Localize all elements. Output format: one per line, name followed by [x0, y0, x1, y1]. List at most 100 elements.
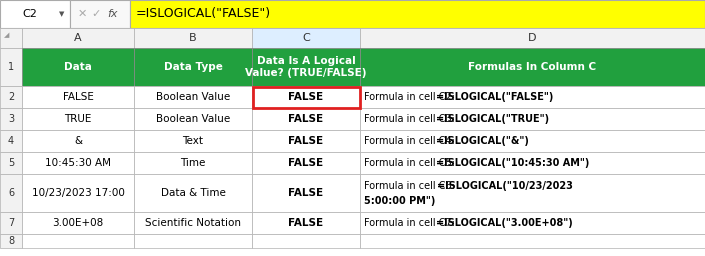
Text: Scientific Notation: Scientific Notation — [145, 218, 241, 228]
Bar — [134, 152, 252, 174]
Text: =ISLOGICAL("FALSE"): =ISLOGICAL("FALSE") — [136, 7, 271, 20]
Bar — [252, 108, 360, 130]
Text: 5:00:00 PM"): 5:00:00 PM") — [364, 196, 436, 206]
Text: 3: 3 — [8, 114, 14, 124]
Bar — [360, 174, 705, 212]
Text: Formula in cell C7:: Formula in cell C7: — [364, 218, 458, 228]
Text: Formulas In Column C: Formulas In Column C — [468, 62, 596, 72]
Text: FALSE: FALSE — [63, 92, 94, 102]
Text: 7: 7 — [8, 218, 14, 228]
Text: C2: C2 — [22, 9, 37, 19]
Bar — [0, 86, 22, 108]
Text: Data Is A Logical
Value? (TRUE/FALSE): Data Is A Logical Value? (TRUE/FALSE) — [245, 56, 367, 78]
Bar — [252, 152, 360, 174]
Bar — [134, 174, 252, 212]
Bar — [360, 108, 705, 130]
Text: TRUE: TRUE — [64, 114, 92, 124]
Text: =ISLOGICAL("&"): =ISLOGICAL("&") — [436, 136, 529, 146]
Text: 3.00E+08: 3.00E+08 — [52, 218, 104, 228]
Text: FALSE: FALSE — [288, 218, 324, 228]
Bar — [0, 28, 22, 48]
Bar — [0, 48, 22, 86]
Bar — [134, 212, 252, 234]
Bar — [22, 234, 134, 248]
Bar — [252, 234, 360, 248]
Text: Formula in cell C3:: Formula in cell C3: — [364, 114, 458, 124]
Text: A: A — [74, 33, 82, 43]
Text: Boolean Value: Boolean Value — [156, 114, 230, 124]
Text: Formula in cell C6:: Formula in cell C6: — [364, 181, 458, 191]
Bar — [22, 86, 134, 108]
Bar — [252, 87, 360, 108]
Text: FALSE: FALSE — [288, 188, 324, 198]
Bar — [252, 86, 360, 108]
Text: 2: 2 — [8, 92, 14, 102]
Text: =ISLOGICAL("10/23/2023: =ISLOGICAL("10/23/2023 — [437, 181, 572, 191]
Bar — [252, 212, 360, 234]
Text: =ISLOGICAL("FALSE"): =ISLOGICAL("FALSE") — [436, 92, 553, 102]
Text: ✕: ✕ — [78, 9, 87, 19]
Text: Data Type: Data Type — [164, 62, 223, 72]
Bar — [134, 48, 252, 86]
Text: FALSE: FALSE — [288, 114, 324, 124]
Text: 10/23/2023 17:00: 10/23/2023 17:00 — [32, 188, 125, 198]
Text: ◢: ◢ — [4, 32, 9, 38]
Bar — [134, 28, 252, 48]
Text: B: B — [189, 33, 197, 43]
Bar — [360, 28, 705, 48]
Bar — [360, 234, 705, 248]
Text: D: D — [528, 33, 537, 43]
Bar — [252, 48, 360, 86]
Bar — [22, 108, 134, 130]
Bar — [360, 212, 705, 234]
Text: =ISLOGICAL("10:45:30 AM"): =ISLOGICAL("10:45:30 AM") — [436, 158, 589, 168]
Text: FALSE: FALSE — [288, 92, 324, 102]
Bar — [22, 28, 134, 48]
Text: &: & — [74, 136, 82, 146]
Text: C: C — [302, 33, 310, 43]
Text: FALSE: FALSE — [288, 158, 324, 168]
Text: 10:45:30 AM: 10:45:30 AM — [45, 158, 111, 168]
Bar — [0, 174, 22, 212]
Text: Data: Data — [64, 62, 92, 72]
Text: Formula in cell C5:: Formula in cell C5: — [364, 158, 458, 168]
Text: ▼: ▼ — [59, 11, 65, 17]
Text: FALSE: FALSE — [288, 136, 324, 146]
Bar — [22, 152, 134, 174]
Text: Boolean Value: Boolean Value — [156, 92, 230, 102]
Bar — [0, 130, 22, 152]
Text: ✓: ✓ — [92, 9, 101, 19]
Bar — [360, 130, 705, 152]
Text: 4: 4 — [8, 136, 14, 146]
Bar — [0, 108, 22, 130]
Text: =ISLOGICAL("TRUE"): =ISLOGICAL("TRUE") — [436, 114, 549, 124]
Bar — [134, 130, 252, 152]
Text: Text: Text — [183, 136, 204, 146]
Bar — [134, 86, 252, 108]
Text: 8: 8 — [8, 236, 14, 246]
Bar — [70, 0, 130, 28]
Text: Formula in cell C4:: Formula in cell C4: — [364, 136, 458, 146]
Text: 1: 1 — [8, 62, 14, 72]
Bar — [0, 152, 22, 174]
Text: 6: 6 — [8, 188, 14, 198]
Bar — [252, 28, 360, 48]
Bar — [360, 152, 705, 174]
Bar — [22, 174, 134, 212]
Bar — [0, 0, 705, 28]
Text: Data & Time: Data & Time — [161, 188, 226, 198]
Bar — [360, 48, 705, 86]
Bar — [134, 234, 252, 248]
Bar — [0, 234, 22, 248]
Bar — [130, 0, 705, 28]
Text: Time: Time — [180, 158, 206, 168]
Bar — [134, 108, 252, 130]
Text: Formula in cell C2:: Formula in cell C2: — [364, 92, 458, 102]
Bar — [252, 130, 360, 152]
Bar — [0, 0, 70, 28]
Text: fx: fx — [106, 9, 117, 19]
Text: 5: 5 — [8, 158, 14, 168]
Bar — [0, 212, 22, 234]
Text: =ISLOGICAL("3.00E+08"): =ISLOGICAL("3.00E+08") — [436, 218, 573, 228]
Bar — [360, 86, 705, 108]
